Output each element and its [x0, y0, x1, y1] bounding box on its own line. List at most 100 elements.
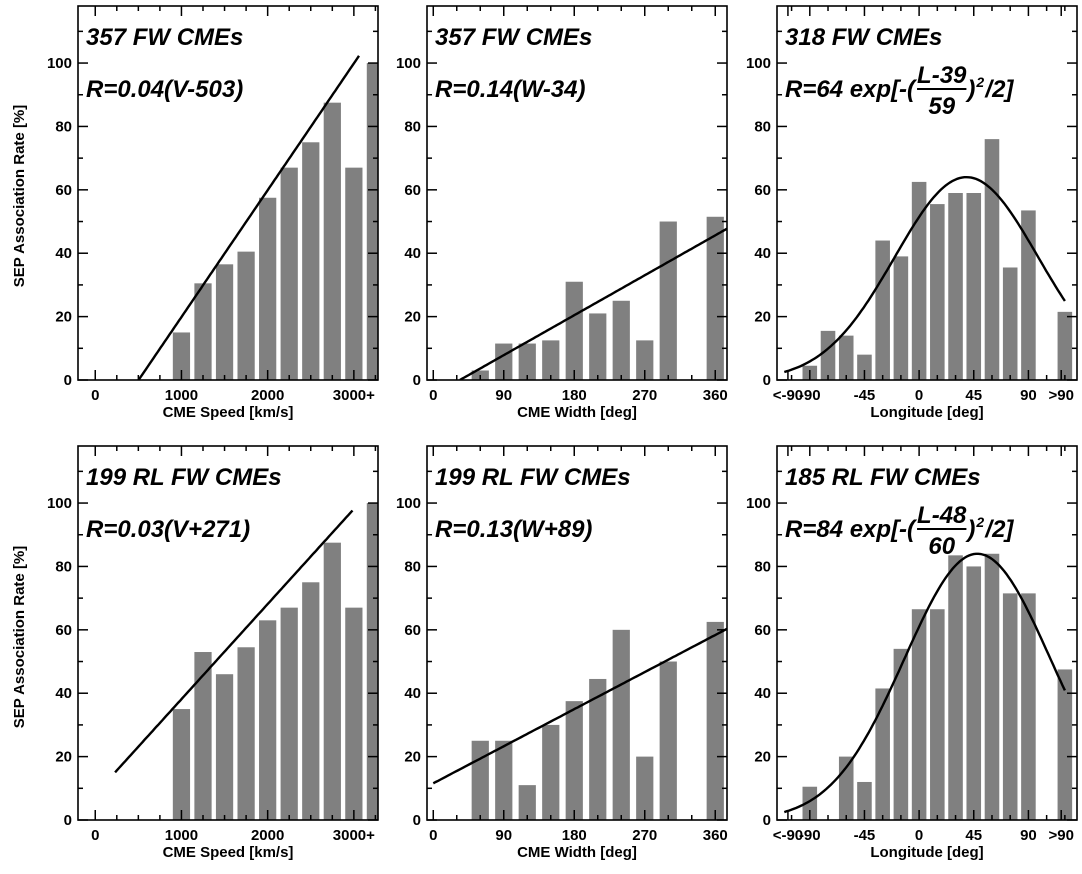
bar [518, 343, 536, 380]
bar [589, 678, 607, 820]
bar [215, 674, 234, 820]
y-tick-label: 20 [404, 749, 421, 766]
chart-panel-2: 0 20 40 60 80 100 0 90 180 270 360 CME Width [deg] 3… [396, 5, 728, 421]
bar [589, 313, 607, 380]
chart-panel-5: 0 20 40 60 80 100 0 90 180 270 360 CME Width [deg] 1… [396, 445, 728, 861]
y-tick-label: 0 [413, 372, 421, 389]
fit-formula: R=0.13(W+89) [435, 516, 592, 543]
y-tick-label: 60 [404, 622, 421, 639]
y-tick-label: 100 [396, 55, 421, 72]
bar [237, 251, 255, 380]
panel-title: 318 FW CMEs [785, 24, 942, 51]
fit-line [459, 227, 727, 380]
x-tick-label: 90 [1020, 827, 1037, 844]
bar [565, 281, 583, 380]
y-tick-label: 20 [404, 309, 421, 326]
x-tick-label: -90 [799, 827, 821, 844]
bar [1057, 669, 1073, 820]
x-tick-label: -45 [854, 827, 876, 844]
bar [259, 197, 277, 380]
panel-title: 185 RL FW CMEs [785, 464, 981, 491]
y-tick-label: 100 [47, 495, 72, 512]
x-tick-label: 45 [965, 827, 982, 844]
y-tick-label: 40 [754, 245, 771, 262]
bar [471, 740, 489, 820]
y-tick-label: 40 [55, 685, 72, 702]
y-tick-label: 80 [55, 558, 72, 575]
bar [323, 102, 341, 380]
bar [838, 335, 854, 380]
y-tick-label: 80 [404, 118, 421, 135]
bar [1021, 210, 1036, 380]
bar [911, 609, 927, 820]
bar [345, 167, 363, 380]
data-layer [783, 139, 1073, 380]
x-tick-label: -90 [799, 387, 821, 404]
bar [875, 688, 890, 820]
fit-line [783, 552, 1066, 814]
x-tick-label: 270 [632, 827, 657, 844]
y-tick-label: 20 [754, 309, 771, 326]
bar [857, 781, 872, 820]
bar [172, 332, 191, 380]
bar [194, 652, 212, 820]
bar [259, 620, 277, 820]
x-tick-label: <-90 [773, 387, 803, 404]
y-tick-label: 80 [754, 558, 771, 575]
fit-line [137, 55, 360, 380]
x-tick-label: -45 [854, 387, 876, 404]
y-tick-label: 100 [396, 495, 421, 512]
data-layer [459, 216, 727, 380]
y-tick-label: 40 [404, 685, 421, 702]
fit-formula-denominator: 59 [928, 93, 955, 120]
data-layer [137, 55, 378, 380]
x-tick-label: 0 [915, 387, 923, 404]
x-tick-label: 0 [429, 827, 437, 844]
x-tick-label: 270 [632, 387, 657, 404]
bar [366, 503, 378, 820]
fit-formula-suffix: /2] [984, 516, 1014, 543]
y-tick-label: 60 [55, 182, 72, 199]
bar [612, 629, 630, 820]
bar [911, 181, 927, 380]
bar [948, 193, 963, 380]
bar [706, 216, 724, 380]
x-axis-label: Longitude [deg] [870, 404, 983, 421]
x-tick-label: 2000 [251, 387, 284, 404]
bar [875, 240, 890, 380]
y-tick-label: 40 [404, 245, 421, 262]
bar [706, 621, 724, 820]
fit-formula: R=0.03(V+271) [86, 516, 250, 543]
x-tick-label: >90 [1048, 387, 1073, 404]
y-tick-label: 60 [754, 182, 771, 199]
y-tick-label: 20 [754, 749, 771, 766]
bar [659, 661, 677, 820]
x-tick-label: 2000 [251, 827, 284, 844]
x-tick-label: 0 [429, 387, 437, 404]
x-tick-label: 360 [703, 827, 728, 844]
bar [215, 264, 234, 380]
bar [323, 542, 341, 820]
chart-panel-6: 0 20 40 60 80 100 <-90-90 -45 0 45 90 >90 Longitude … [746, 445, 1078, 861]
plot-frame [426, 445, 728, 821]
y-tick-label: 100 [746, 495, 771, 512]
bar [194, 283, 212, 380]
x-axis-label: CME Speed [km/s] [163, 844, 294, 861]
x-tick-label: 1000 [165, 827, 198, 844]
bar [172, 709, 191, 820]
panel-title: 199 RL FW CMEs [435, 464, 631, 491]
bar [542, 340, 560, 380]
bar [802, 786, 818, 820]
data-layer [783, 552, 1073, 820]
bar [1021, 593, 1036, 820]
y-tick-label: 60 [55, 622, 72, 639]
bar [345, 607, 363, 820]
data-layer [114, 503, 378, 820]
y-tick-label: 100 [47, 55, 72, 72]
fit-formula-numerator: L-48 [917, 502, 967, 529]
fit-formula-suffix: /2] [984, 76, 1014, 103]
bar [984, 553, 1000, 820]
x-axis-label: CME Width [deg] [517, 404, 637, 421]
y-axis-label-bottom: SEP Association Rate [%] [11, 546, 28, 729]
x-tick-label: 45 [965, 387, 982, 404]
